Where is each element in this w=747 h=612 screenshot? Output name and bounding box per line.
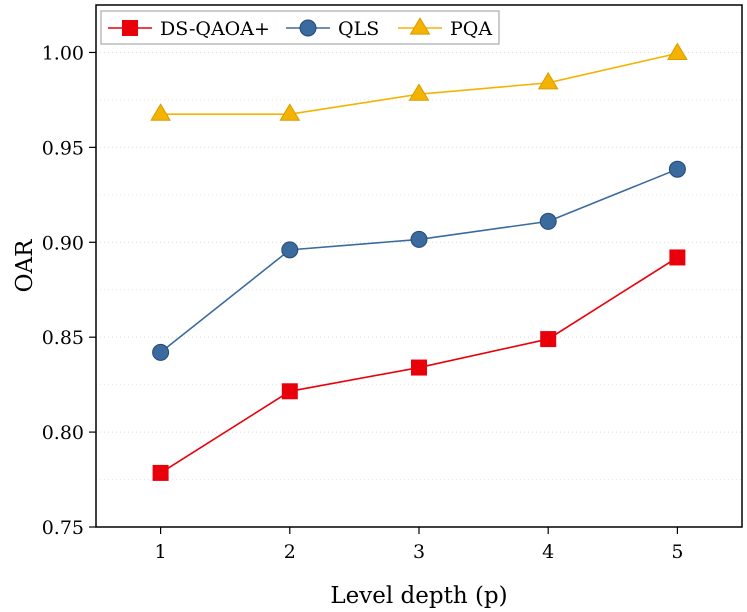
data-point (667, 42, 688, 60)
legend-marker (122, 20, 138, 36)
data-point (152, 343, 170, 361)
legend-label: QLS (338, 18, 379, 40)
data-point (408, 83, 430, 101)
y-tick-label: 0.75 (42, 517, 84, 539)
series-ds-qaoa- (152, 249, 686, 481)
data-point (152, 464, 169, 481)
x-axis-title: Level depth (p) (330, 583, 507, 609)
y-axis-title: OAR (12, 239, 38, 292)
axes (95, 4, 743, 528)
x-tick-label: 1 (155, 541, 167, 563)
data-point (279, 103, 301, 121)
data-point (281, 241, 299, 259)
data-point (411, 359, 427, 376)
x-tick-label: 4 (542, 541, 554, 563)
data-point (669, 249, 686, 266)
series-line (160, 168, 678, 353)
y-tick-label: 0.95 (42, 137, 84, 159)
ticks: 0.75 0.80 0.85 0.90 0.95 1.00 1 2 3 4 5 (42, 42, 684, 563)
data-point (539, 212, 557, 230)
series (150, 42, 688, 481)
legend-label: DS-QAOA+ (160, 18, 270, 40)
legend-label: PQA (450, 18, 492, 40)
grid (96, 51, 742, 481)
series-pqa (150, 42, 688, 121)
x-tick-label: 3 (413, 541, 425, 563)
legend-marker (409, 17, 431, 35)
data-point (540, 331, 557, 348)
data-point (668, 160, 686, 178)
y-tick-label: 0.90 (42, 232, 84, 254)
legend-marker (299, 19, 317, 37)
data-point (537, 71, 559, 90)
x-tick-label: 5 (671, 541, 683, 563)
data-point (410, 230, 428, 248)
y-tick-label: 1.00 (42, 42, 84, 64)
series-qls (152, 160, 686, 361)
y-tick-label: 0.80 (42, 422, 84, 444)
x-tick-label: 2 (284, 541, 296, 563)
data-point (150, 103, 171, 121)
legend: DS-QAOA+ QLS PQA (100, 10, 500, 45)
y-tick-label: 0.85 (42, 327, 84, 349)
plot-frame (95, 4, 743, 528)
data-point (281, 383, 298, 400)
